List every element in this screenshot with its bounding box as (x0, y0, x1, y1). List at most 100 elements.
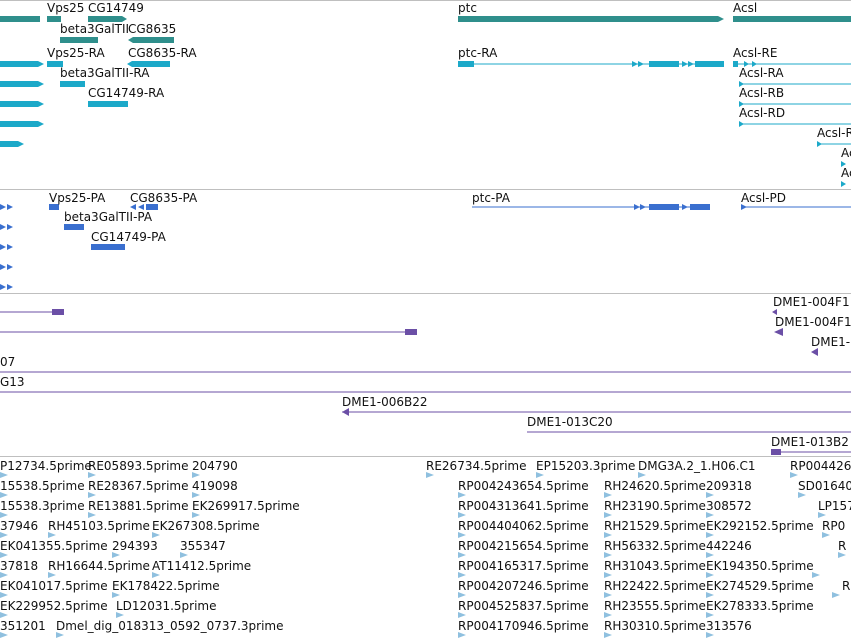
est-label[interactable]: RP004215654.5prime (458, 539, 589, 553)
est-label[interactable]: 37818 (0, 559, 39, 573)
clone-label[interactable]: DME1-004F1 (775, 315, 851, 329)
gene-label[interactable]: CG8635 (128, 22, 177, 36)
est-label[interactable]: RH22422.5prime (604, 579, 706, 593)
est-label[interactable]: SD01640 (798, 479, 851, 493)
est-label[interactable]: LP157 (818, 499, 851, 513)
est-label[interactable]: RE13881.5prime (88, 499, 189, 513)
est-label[interactable]: EK278333.5prime (706, 599, 814, 613)
clone-label[interactable]: DME1-006B22 (342, 395, 428, 409)
est-label[interactable]: 308572 (706, 499, 752, 513)
clone-label[interactable]: DME1-013B2 (771, 435, 849, 449)
est-label[interactable]: EK229952.5prime (0, 599, 108, 613)
clone-label[interactable]: DME1- (811, 335, 851, 349)
est-label[interactable]: EK292152.5prime (706, 519, 814, 533)
est-label[interactable]: 294393 (112, 539, 158, 553)
est-label[interactable]: LD12031.5prime (116, 599, 217, 613)
gene-label[interactable]: ptc (458, 1, 477, 15)
clone-label[interactable]: DME1-013C20 (527, 415, 613, 429)
gene-label[interactable]: Vps25 (47, 1, 85, 15)
est-label[interactable]: RP0 (822, 519, 846, 533)
est-label[interactable]: RP004525837.5prime (458, 599, 589, 613)
est-label[interactable]: EK178422.5prime (112, 579, 220, 593)
protein-glyph (682, 204, 688, 210)
est-label[interactable]: Dmel_dig_018313_0592_0737.3prime (56, 619, 284, 633)
gene-label[interactable]: CG14749 (88, 1, 144, 15)
protein-label[interactable]: beta3GalTII-PA (64, 210, 153, 224)
transcript-glyph (47, 61, 63, 67)
est-label[interactable]: EK269917.5prime (192, 499, 300, 513)
est-label[interactable]: RH16644.5prime (48, 559, 150, 573)
transcript-label[interactable]: CG14749-RA (88, 86, 165, 100)
gene-label[interactable]: beta3GalTII (60, 22, 130, 36)
transcript-label[interactable]: Vps25-RA (47, 46, 105, 60)
est-label[interactable]: RP004165317.5prime (458, 559, 589, 573)
est-label[interactable]: 313576 (706, 619, 752, 633)
est-label[interactable]: EK041017.5prime (0, 579, 108, 593)
est-label[interactable]: R (842, 579, 851, 593)
est-label[interactable]: EK041355.5prime (0, 539, 108, 553)
transcript-label[interactable]: Acsl-RE (733, 46, 778, 60)
transcript-label[interactable]: Ac (841, 146, 851, 160)
protein-label[interactable]: CG14749-PA (91, 230, 166, 244)
est-label[interactable]: 15538.5prime (0, 479, 85, 493)
transcript-label[interactable]: ptc-RA (458, 46, 498, 60)
gene-glyph (733, 16, 851, 22)
est-label[interactable]: RH23555.5prime (604, 599, 706, 613)
est-label[interactable]: RP004207246.5prime (458, 579, 589, 593)
protein-label[interactable]: ptc-PA (472, 191, 510, 205)
est-label[interactable]: RH24620.5prime (604, 479, 706, 493)
clone-label[interactable]: G13 (0, 375, 25, 389)
est-label[interactable]: RP004243654.5prime (458, 479, 589, 493)
est-label[interactable]: RP004313641.5prime (458, 499, 589, 513)
transcript-glyph (458, 61, 474, 67)
track-separator (0, 189, 851, 190)
gene-label[interactable]: Acsl (733, 1, 758, 15)
transcript-glyph (88, 101, 128, 107)
est-label[interactable]: 442246 (706, 539, 752, 553)
est-label[interactable]: 355347 (180, 539, 226, 553)
protein-glyph (64, 224, 84, 230)
est-label[interactable]: RE28367.5prime (88, 479, 189, 493)
track-separator (0, 0, 851, 1)
transcript-label[interactable]: Ac (841, 166, 851, 180)
clone-glyph (811, 348, 818, 356)
est-label[interactable]: RP004426 (790, 459, 851, 473)
est-label[interactable]: 209318 (706, 479, 752, 493)
protein-label[interactable]: CG8635-PA (130, 191, 198, 205)
est-label[interactable]: RP004170946.5prime (458, 619, 589, 633)
transcript-label[interactable]: Acsl-R (817, 126, 851, 140)
est-label[interactable]: RH45103.5prime (48, 519, 150, 533)
transcript-glyph (60, 81, 85, 87)
est-label[interactable]: 15538.3prime (0, 499, 85, 513)
est-label[interactable]: RP004404062.5prime (458, 519, 589, 533)
est-label[interactable]: RH30310.5prime (604, 619, 706, 633)
transcript-label[interactable]: beta3GalTII-RA (60, 66, 150, 80)
est-label[interactable]: RH23190.5prime (604, 499, 706, 513)
est-label[interactable]: P12734.5prime (0, 459, 92, 473)
transcript-label[interactable]: Acsl-RA (739, 66, 784, 80)
transcript-label[interactable]: Acsl-RB (739, 86, 785, 100)
est-label[interactable]: RH31043.5prime (604, 559, 706, 573)
est-label[interactable]: R (838, 539, 847, 553)
est-label[interactable]: EK274529.5prime (706, 579, 814, 593)
transcript-label[interactable]: CG8635-RA (128, 46, 197, 60)
protein-glyph (91, 244, 125, 250)
est-label[interactable]: 351201 (0, 619, 46, 633)
est-label[interactable]: RH56332.5prime (604, 539, 706, 553)
clone-label[interactable]: 07 (0, 355, 16, 369)
protein-label[interactable]: Vps25-PA (49, 191, 106, 205)
clone-label[interactable]: DME1-004F1 (773, 295, 850, 309)
est-label[interactable]: 419098 (192, 479, 238, 493)
est-label[interactable]: EK194350.5prime (706, 559, 814, 573)
est-label[interactable]: 37946 (0, 519, 39, 533)
est-label[interactable]: EK267308.5prime (152, 519, 260, 533)
est-label[interactable]: DMG3A.2_1.H06.C1 (638, 459, 756, 473)
est-label[interactable]: RE26734.5prime (426, 459, 527, 473)
est-label[interactable]: 204790 (192, 459, 238, 473)
est-label[interactable]: AT11412.5prime (152, 559, 252, 573)
transcript-label[interactable]: Acsl-RD (739, 106, 786, 120)
est-label[interactable]: RH21529.5prime (604, 519, 706, 533)
protein-label[interactable]: Acsl-PD (741, 191, 786, 205)
est-label[interactable]: RE05893.5prime (88, 459, 189, 473)
est-label[interactable]: EP15203.3prime (536, 459, 636, 473)
